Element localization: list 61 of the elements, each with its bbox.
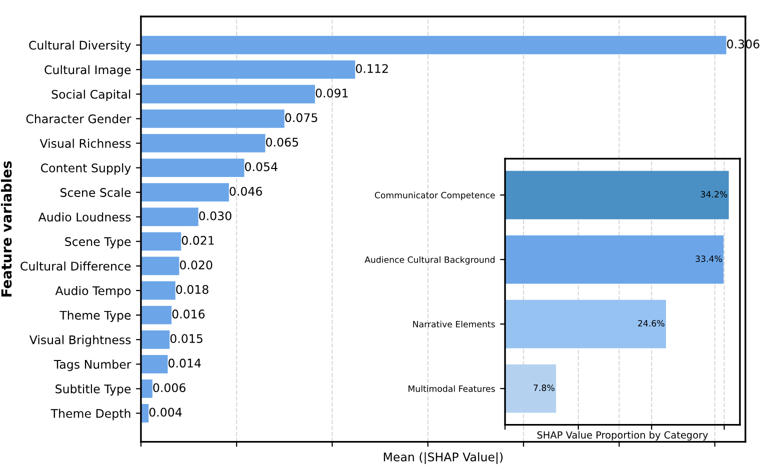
bar: [140, 232, 182, 251]
bar: [140, 281, 176, 300]
y-tick-label: Communicator Competence: [374, 192, 495, 200]
y-tick-label: Content Supply: [40, 163, 131, 175]
data-label: 0.015: [170, 334, 202, 344]
y-tick-label: Visual Brightness: [29, 335, 131, 347]
y-axis-title: Feature variables: [0, 161, 12, 296]
y-tick-label: Character Gender: [26, 114, 132, 124]
y-tick-label: Theme Depth: [50, 408, 130, 420]
data-label: 0.065: [266, 138, 298, 147]
data-label: 33.4%: [696, 256, 722, 262]
y-tick-label: Narrative Elements: [413, 320, 495, 328]
y-tick-label: Cultural Difference: [20, 261, 131, 271]
bar: [140, 36, 726, 54]
data-label: 0.020: [180, 260, 212, 270]
y-tick-label: Audio Tempo: [55, 286, 131, 298]
data-label: 34.2%: [700, 191, 728, 198]
bar: [140, 354, 168, 374]
bar: [140, 60, 356, 79]
data-label: 0.030: [199, 211, 232, 220]
bar: [140, 380, 152, 398]
y-tick-label: Audience Cultural Background: [364, 256, 495, 265]
bar: [140, 134, 266, 152]
data-label: 0.014: [168, 358, 201, 368]
bar: [140, 109, 284, 128]
data-label: 0.016: [172, 310, 205, 318]
bar: [140, 306, 172, 324]
bar: [140, 256, 180, 276]
data-label: 0.021: [182, 236, 214, 245]
x-axis-title: Mean (|SHAP Value|): [384, 452, 503, 464]
data-label: 0.046: [230, 186, 262, 196]
x-axis-title: SHAP Value Proportion by Category: [537, 431, 708, 440]
bar: [505, 170, 729, 220]
y-tick-label: Social Capital: [52, 90, 130, 102]
y-tick-label: Scene Scale: [60, 188, 131, 197]
y-tick-label: Cultural Image: [44, 65, 131, 77]
data-label: 0.091: [316, 88, 348, 98]
data-label: 0.006: [153, 383, 186, 392]
data-label: 0.004: [149, 408, 182, 417]
bar: [505, 300, 666, 348]
bar: [140, 158, 244, 177]
data-label: 0.054: [245, 162, 278, 172]
data-label: 7.8%: [534, 384, 554, 392]
data-label: 0.018: [176, 285, 208, 294]
y-tick-label: Subtitle Type: [56, 384, 131, 396]
y-tick-label: Theme Type: [60, 310, 131, 322]
bar: [140, 208, 198, 226]
y-tick-label: Tags Number: [54, 360, 132, 372]
data-label: 24.6%: [638, 320, 664, 327]
data-label: 0.112: [356, 64, 388, 73]
bar: [140, 330, 170, 349]
bar: [505, 364, 556, 413]
y-tick-label: Visual Richness: [40, 138, 131, 148]
bar: [505, 235, 724, 284]
bar: [140, 183, 229, 202]
data-label: 0.075: [285, 113, 318, 122]
y-tick-label: Scene Type: [65, 237, 131, 248]
bar: [140, 84, 316, 104]
y-tick-label: Cultural Diversity: [29, 40, 131, 52]
y-tick-label: Audio Loudness: [38, 212, 131, 222]
y-tick-label: Multimodal Features: [408, 385, 495, 392]
